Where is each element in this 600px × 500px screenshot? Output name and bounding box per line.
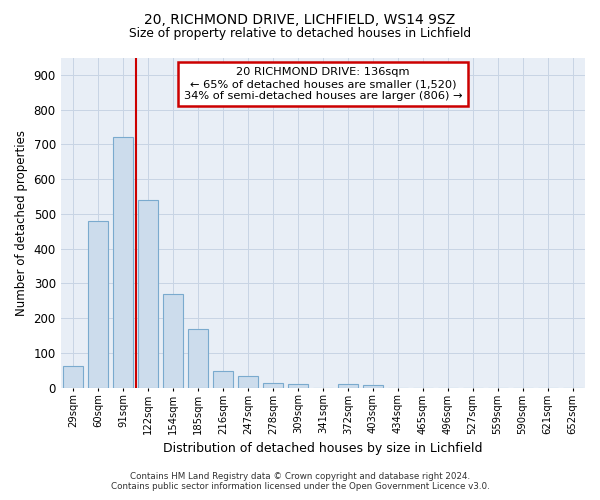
Bar [188, 328, 208, 388]
Y-axis label: Number of detached properties: Number of detached properties [15, 130, 28, 316]
Text: 20 RICHMOND DRIVE: 136sqm
← 65% of detached houses are smaller (1,520)
34% of se: 20 RICHMOND DRIVE: 136sqm ← 65% of detac… [184, 68, 462, 100]
Bar [263, 382, 283, 388]
Bar [288, 384, 308, 388]
Bar [338, 384, 358, 388]
Bar [238, 376, 258, 388]
X-axis label: Distribution of detached houses by size in Lichfield: Distribution of detached houses by size … [163, 442, 482, 455]
Text: Size of property relative to detached houses in Lichfield: Size of property relative to detached ho… [129, 28, 471, 40]
Bar [363, 385, 383, 388]
Bar [63, 366, 83, 388]
Bar [163, 294, 183, 388]
Text: Contains HM Land Registry data © Crown copyright and database right 2024.
Contai: Contains HM Land Registry data © Crown c… [110, 472, 490, 491]
Bar [138, 200, 158, 388]
Text: 20, RICHMOND DRIVE, LICHFIELD, WS14 9SZ: 20, RICHMOND DRIVE, LICHFIELD, WS14 9SZ [145, 12, 455, 26]
Bar [213, 372, 233, 388]
Bar [113, 138, 133, 388]
Bar [88, 221, 108, 388]
